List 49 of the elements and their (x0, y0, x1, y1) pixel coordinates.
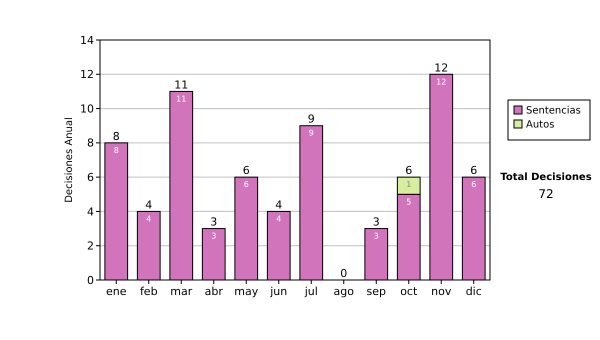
total-label: 6 (470, 164, 478, 178)
data-label: 6 (471, 180, 476, 190)
x-tick-label: jun (269, 285, 288, 298)
total-label: 3 (372, 216, 380, 229)
data-label: 5 (406, 197, 412, 206)
x-tick-label: ago (334, 285, 354, 298)
x-tick-label: dic (466, 285, 482, 298)
legend-label: Autos (526, 120, 554, 130)
y-tick-label: 2 (87, 240, 94, 253)
x-tick-label: feb (140, 285, 158, 298)
data-label: 4 (146, 214, 152, 224)
legend-label: Sentencias (526, 106, 581, 116)
total-label: 6 (242, 164, 250, 178)
y-tick-label: 12 (80, 68, 94, 82)
data-label: 12 (436, 77, 446, 86)
x-tick-label: ene (106, 285, 127, 298)
total-label: 9 (308, 112, 315, 126)
total-label: 3 (210, 216, 218, 229)
data-label: 11 (176, 94, 186, 104)
x-tick-label: mar (170, 285, 193, 298)
y-tick-label: 6 (87, 170, 94, 184)
x-tick-label: abr (204, 285, 224, 298)
y-tick-label: 0 (87, 274, 94, 287)
y-tick-label: 10 (80, 102, 94, 116)
data-label: 4 (276, 214, 282, 224)
data-label: 6 (244, 180, 249, 190)
x-tick-label: sep (366, 285, 386, 298)
total-label: 12 (434, 61, 448, 74)
text: 72 (538, 187, 554, 201)
data-label: 1 (406, 180, 412, 190)
total-label: 0 (340, 267, 348, 280)
data-label: 3 (374, 232, 379, 241)
data-label: 3 (211, 232, 216, 241)
data-label: 9 (308, 128, 314, 138)
x-tick-label: may (234, 285, 259, 298)
x-tick-label: oct (400, 285, 418, 298)
data-label: 8 (114, 146, 119, 155)
y-axis-title: Decisiones Anual (64, 117, 75, 203)
total-label: 11 (174, 78, 188, 92)
x-tick-label: nov (431, 285, 452, 298)
total-label: 8 (112, 130, 120, 143)
y-tick-label: 8 (87, 136, 94, 150)
total-label: 4 (275, 198, 282, 212)
y-tick-label: 14 (80, 34, 94, 47)
x-tick-label: jul (304, 285, 318, 298)
y-tick-label: 4 (87, 205, 94, 218)
total-label: 4 (145, 198, 152, 212)
text: Total Decisiones (500, 172, 592, 183)
total-label: 6 (405, 164, 412, 178)
